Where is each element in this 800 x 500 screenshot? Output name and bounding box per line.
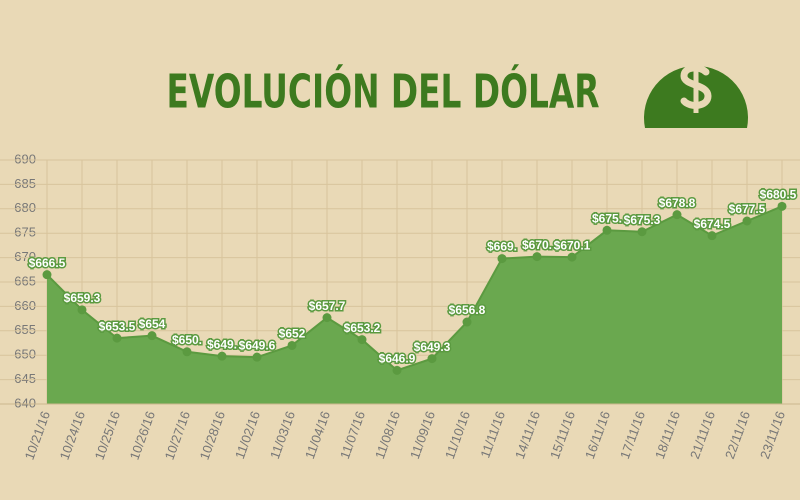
y-tick-label: 690: [14, 151, 36, 166]
data-label: $646.9: [379, 351, 416, 365]
x-tick-label: 10/24/16: [57, 409, 88, 462]
point: [182, 347, 192, 357]
x-tick-label: 11/02/16: [232, 409, 263, 461]
x-tick-label: 11/07/16: [337, 409, 368, 461]
x-tick-label: 14/11/16: [512, 409, 543, 461]
data-label: $675.3: [624, 213, 661, 227]
x-tick-label: 21/11/16: [687, 409, 718, 461]
x-tick-label: 10/25/16: [92, 409, 123, 462]
point: [637, 227, 647, 237]
x-tick-label: 10/28/16: [197, 409, 228, 462]
data-label: $674.5: [694, 217, 731, 231]
point: [567, 252, 577, 262]
y-tick-label: 645: [14, 371, 36, 386]
point: [112, 333, 122, 343]
data-label: $657.7: [309, 299, 346, 313]
data-label: $678.8: [659, 196, 696, 210]
x-tick-label: 22/11/16: [722, 409, 753, 461]
x-tick-label: 18/11/16: [652, 409, 683, 461]
x-tick-label: 11/11/16: [477, 409, 508, 460]
data-label: $653.2: [344, 321, 381, 335]
area: [47, 206, 782, 404]
point: [532, 252, 542, 262]
x-tick-label: 23/11/16: [757, 409, 788, 461]
data-label: $650.: [172, 333, 202, 347]
y-tick-label: 660: [14, 298, 36, 313]
y-tick-label: 675: [14, 225, 36, 240]
point: [147, 331, 157, 341]
data-label: $649.: [207, 337, 237, 351]
line: [46, 205, 783, 372]
point: [777, 201, 787, 211]
data-label: $669.: [487, 240, 517, 254]
point: [672, 210, 682, 220]
y-tick-label: 670: [14, 249, 36, 264]
x-tick-label: 15/11/16: [547, 409, 578, 461]
x-tick-label: 11/03/16: [267, 409, 298, 461]
data-label: $670.1: [554, 238, 591, 252]
x-tick-label: 11/08/16: [372, 409, 403, 461]
point: [497, 254, 507, 264]
x-tick-label: 16/11/16: [582, 409, 613, 461]
point: [42, 270, 52, 280]
point: [602, 225, 612, 235]
point: [287, 340, 297, 350]
data-label: $675.: [592, 211, 622, 225]
chart-title: EVOLUCIÓN DEL DÓLAR: [167, 64, 600, 119]
data-label: $680.5: [760, 188, 797, 202]
point: [462, 317, 472, 327]
data-label: $649.6: [239, 338, 276, 352]
x-tick-label: 11/09/16: [407, 409, 438, 461]
point: [392, 365, 402, 375]
y-tick-label: 665: [14, 273, 36, 288]
point: [357, 335, 367, 345]
point: [322, 313, 332, 323]
data-label: $670.: [522, 238, 552, 252]
x-tick-label: 17/11/16: [617, 409, 648, 461]
data-label: $677.5: [729, 202, 766, 216]
data-label: $659.3: [64, 291, 101, 305]
data-label: $652: [279, 327, 306, 341]
x-tick-label: 11/10/16: [442, 409, 473, 461]
y-tick-label: 655: [14, 322, 36, 337]
point: [742, 216, 752, 226]
point: [707, 231, 717, 241]
x-tick-label: 10/21/16: [22, 409, 53, 462]
data-label: $654: [139, 317, 166, 331]
x-tick-label: 10/26/16: [127, 409, 158, 462]
x-tick-label: 10/27/16: [162, 409, 193, 462]
point: [427, 354, 437, 364]
y-tick-label: 685: [14, 176, 36, 191]
x-tick-label: 11/04/16: [302, 409, 333, 461]
point: [252, 352, 262, 362]
data-label: $666.5: [29, 256, 66, 270]
point: [217, 351, 227, 361]
y-tick-label: 680: [14, 200, 36, 215]
y-tick-label: 640: [14, 395, 36, 410]
data-label: $649.3: [414, 340, 451, 354]
data-label: $653.5: [99, 319, 136, 333]
data-label: $656.8: [449, 303, 486, 317]
point: [77, 305, 87, 315]
dollar-icon: [644, 60, 748, 128]
y-tick-label: 650: [14, 347, 36, 362]
